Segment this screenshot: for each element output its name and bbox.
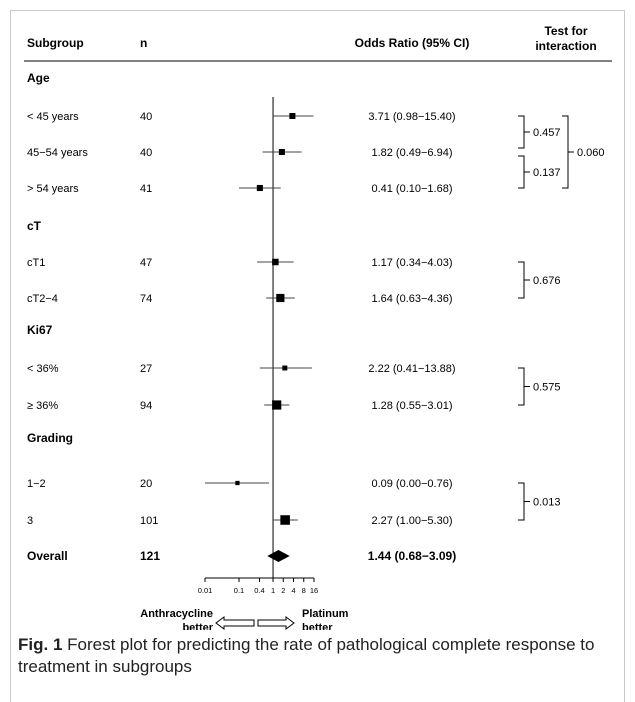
group-label: Ki67: [27, 323, 53, 337]
interaction-p-value: 0.013: [533, 497, 561, 509]
header-odds-ratio: Odds Ratio (95% CI): [355, 36, 470, 50]
row-label: cT2−4: [27, 293, 58, 305]
overall-diamond: [267, 550, 290, 562]
row-n: 40: [140, 111, 152, 123]
figure-frame: [10, 10, 625, 702]
figure-caption: Fig. 1 Forest plot for predicting the ra…: [18, 634, 618, 678]
row-n: 27: [140, 363, 152, 375]
header-interaction-line1: Test for: [544, 24, 587, 38]
row-n: 94: [140, 400, 152, 412]
row-label: < 36%: [27, 363, 59, 375]
row-n: 41: [140, 183, 152, 195]
direction-right-line2: better: [302, 622, 333, 630]
x-tick-label: 1: [271, 586, 275, 595]
interaction-bracket: [518, 367, 530, 406]
row-n: 40: [140, 147, 152, 159]
arrow-right-icon: [257, 616, 295, 630]
point-estimate: [280, 515, 290, 525]
interaction-bracket: [518, 115, 530, 149]
row-label: cT1: [27, 257, 45, 269]
row-or-text: 0.41 (0.10−1.68): [371, 183, 452, 195]
group-label: Age: [27, 71, 50, 85]
point-estimate: [289, 112, 296, 120]
x-tick-label: 0.4: [254, 586, 264, 595]
direction-left-line1: Anthracycline: [140, 608, 213, 620]
interaction-p-value: 0.457: [533, 127, 561, 139]
point-estimate: [276, 293, 285, 303]
direction-left-line2: better: [182, 622, 213, 630]
row-or-text: 1.82 (0.49−6.94): [371, 147, 452, 159]
interaction-p-value: 0.575: [533, 382, 561, 394]
caption-text: Forest plot for predicting the rate of p…: [18, 635, 595, 676]
row-n: 20: [140, 478, 152, 490]
row-label: < 45 years: [27, 111, 79, 123]
row-or-text: 1.17 (0.34−4.03): [371, 257, 452, 269]
row-label: 45−54 years: [27, 147, 88, 159]
arrow-left-icon: [215, 616, 255, 630]
row-or-text: 2.22 (0.41−13.88): [368, 363, 455, 375]
group-label: Grading: [27, 431, 73, 445]
point-estimate: [272, 258, 279, 266]
x-tick-label: 4: [291, 586, 295, 595]
point-estimate: [235, 480, 240, 486]
row-or-text: 3.71 (0.98−15.40): [368, 111, 455, 123]
header-subgroup: Subgroup: [27, 36, 84, 50]
header-n: n: [140, 36, 147, 50]
interaction-p-value: 0.676: [533, 275, 561, 287]
row-label: 3: [27, 515, 33, 527]
interaction-bracket: [518, 482, 530, 521]
overall-or-text: 1.44 (0.68−3.09): [368, 549, 456, 563]
row-label: > 54 years: [27, 183, 79, 195]
interaction-bracket: [518, 155, 530, 189]
x-tick-label: 16: [310, 586, 318, 595]
interaction-p-value: 0.060: [577, 147, 605, 159]
x-tick-label: 0.1: [234, 586, 244, 595]
header-interaction-line2: interaction: [535, 39, 596, 53]
row-n: 47: [140, 257, 152, 269]
group-label: cT: [27, 219, 42, 233]
point-estimate: [282, 365, 288, 371]
row-label: 1−2: [27, 478, 46, 490]
interaction-bracket: [518, 261, 530, 299]
row-or-text: 1.64 (0.63−4.36): [371, 293, 452, 305]
row-or-text: 2.27 (1.00−5.30): [371, 515, 452, 527]
interaction-p-value: 0.137: [533, 167, 561, 179]
overall-n: 121: [140, 549, 160, 563]
row-or-text: 1.28 (0.55−3.01): [371, 400, 452, 412]
x-tick-label: 0.01: [198, 586, 213, 595]
point-estimate: [272, 400, 282, 410]
row-or-text: 0.09 (0.00−0.76): [371, 478, 452, 490]
interaction-bracket: [562, 115, 574, 189]
direction-right-line1: Platinum: [302, 608, 349, 620]
point-estimate: [278, 148, 285, 156]
row-n: 74: [140, 293, 152, 305]
caption-label: Fig. 1: [18, 635, 63, 654]
overall-label: Overall: [27, 549, 68, 563]
row-label: ≥ 36%: [27, 400, 58, 412]
point-estimate: [256, 184, 263, 192]
x-tick-label: 2: [281, 586, 285, 595]
row-n: 101: [140, 515, 158, 527]
x-tick-label: 8: [302, 586, 306, 595]
forest-plot: Subgroup n Odds Ratio (95% CI) Test forinte…: [24, 24, 612, 630]
